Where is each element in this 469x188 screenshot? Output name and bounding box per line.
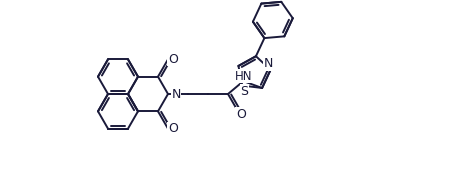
Text: N: N [171, 87, 181, 101]
Text: N: N [264, 57, 273, 70]
Text: HN: HN [234, 70, 252, 83]
Text: O: O [236, 108, 246, 121]
Text: O: O [168, 53, 178, 66]
Text: O: O [168, 122, 178, 135]
Text: S: S [240, 85, 248, 98]
